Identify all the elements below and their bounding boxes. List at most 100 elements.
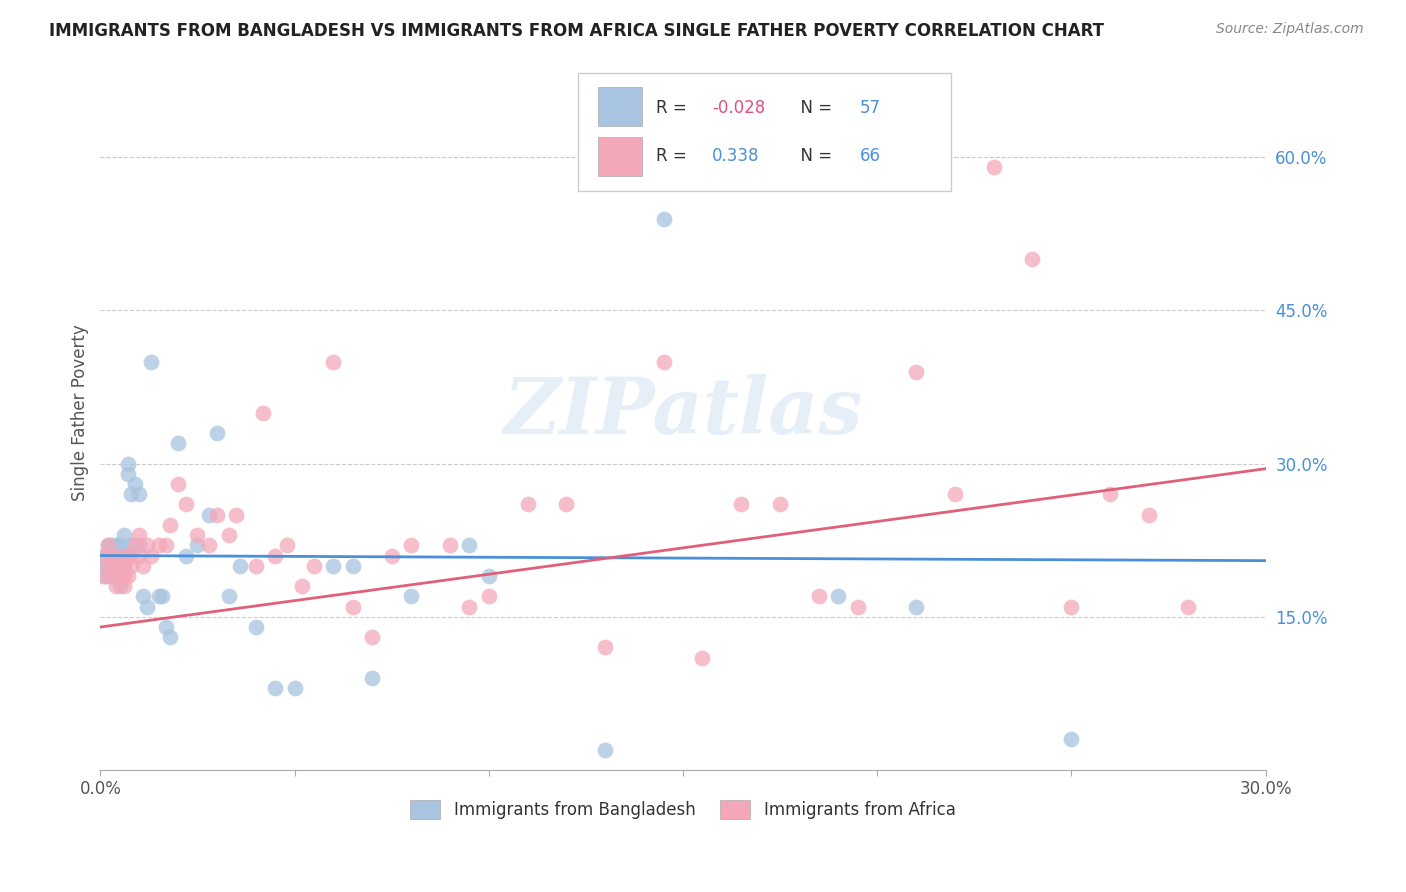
Point: [159, 630, 181, 644]
Point: [124, 477, 146, 491]
Point: [478, 569, 501, 583]
Point: [128, 487, 150, 501]
Point: [692, 650, 714, 665]
Point: [136, 538, 159, 552]
Text: R =: R =: [657, 99, 692, 117]
Point: [93, 549, 115, 563]
Text: IMMIGRANTS FROM BANGLADESH VS IMMIGRANTS FROM AFRICA SINGLE FATHER POVERTY CORRE: IMMIGRANTS FROM BANGLADESH VS IMMIGRANTS…: [49, 22, 1104, 40]
Point: [101, 558, 124, 573]
Bar: [598, 87, 643, 127]
Point: [108, 558, 131, 573]
Point: [120, 538, 142, 552]
Point: [120, 558, 142, 573]
Point: [132, 590, 155, 604]
Point: [108, 558, 131, 573]
Point: [117, 549, 139, 563]
Y-axis label: Single Father Poverty: Single Father Poverty: [72, 324, 89, 501]
Point: [101, 569, 124, 583]
Point: [1177, 599, 1199, 614]
Point: [322, 354, 344, 368]
Point: [1099, 487, 1122, 501]
Point: [730, 498, 752, 512]
Point: [264, 681, 287, 696]
Point: [97, 558, 120, 573]
Text: -0.028: -0.028: [711, 99, 765, 117]
Point: [943, 487, 966, 501]
Point: [120, 487, 142, 501]
FancyBboxPatch shape: [578, 73, 950, 191]
Point: [904, 599, 927, 614]
Point: [112, 528, 135, 542]
Legend: Immigrants from Bangladesh, Immigrants from Africa: Immigrants from Bangladesh, Immigrants f…: [404, 793, 962, 826]
Point: [593, 742, 616, 756]
Point: [1060, 599, 1083, 614]
Point: [652, 211, 675, 226]
Point: [1137, 508, 1160, 522]
Point: [128, 549, 150, 563]
Point: [159, 517, 181, 532]
Point: [264, 549, 287, 563]
Point: [120, 549, 142, 563]
Point: [97, 569, 120, 583]
Point: [186, 528, 208, 542]
Text: ZIPatlas: ZIPatlas: [503, 375, 863, 450]
Point: [148, 590, 170, 604]
Point: [93, 549, 115, 563]
Point: [904, 365, 927, 379]
Point: [108, 538, 131, 552]
Point: [101, 558, 124, 573]
Point: [128, 538, 150, 552]
Point: [399, 590, 422, 604]
Point: [112, 579, 135, 593]
Point: [846, 599, 869, 614]
Point: [399, 538, 422, 552]
Text: R =: R =: [657, 147, 692, 165]
Point: [93, 569, 115, 583]
Point: [155, 538, 177, 552]
Text: 0.338: 0.338: [711, 147, 759, 165]
Point: [198, 538, 221, 552]
Point: [112, 549, 135, 563]
Point: [439, 538, 461, 552]
Point: [1060, 732, 1083, 747]
Point: [478, 590, 501, 604]
Point: [807, 590, 830, 604]
Point: [108, 549, 131, 563]
Text: 57: 57: [860, 99, 882, 117]
Point: [555, 498, 578, 512]
Point: [108, 549, 131, 563]
Point: [97, 549, 120, 563]
Text: 66: 66: [860, 147, 882, 165]
Point: [117, 569, 139, 583]
Point: [136, 599, 159, 614]
Point: [104, 558, 127, 573]
Point: [205, 425, 228, 440]
Point: [108, 569, 131, 583]
Bar: [598, 137, 643, 177]
Point: [593, 640, 616, 655]
Point: [139, 354, 162, 368]
Point: [128, 528, 150, 542]
Point: [361, 671, 384, 685]
Point: [139, 549, 162, 563]
Point: [112, 558, 135, 573]
Point: [148, 538, 170, 552]
Point: [124, 538, 146, 552]
Point: [1021, 252, 1043, 267]
Point: [108, 579, 131, 593]
Point: [225, 508, 247, 522]
Point: [769, 498, 792, 512]
Point: [652, 354, 675, 368]
Point: [104, 538, 127, 552]
Point: [104, 579, 127, 593]
Text: N =: N =: [790, 99, 838, 117]
Point: [167, 477, 190, 491]
Point: [276, 538, 298, 552]
Point: [104, 549, 127, 563]
Point: [97, 558, 120, 573]
Point: [174, 498, 197, 512]
Point: [302, 558, 325, 573]
Point: [458, 599, 481, 614]
Point: [101, 538, 124, 552]
Point: [205, 508, 228, 522]
